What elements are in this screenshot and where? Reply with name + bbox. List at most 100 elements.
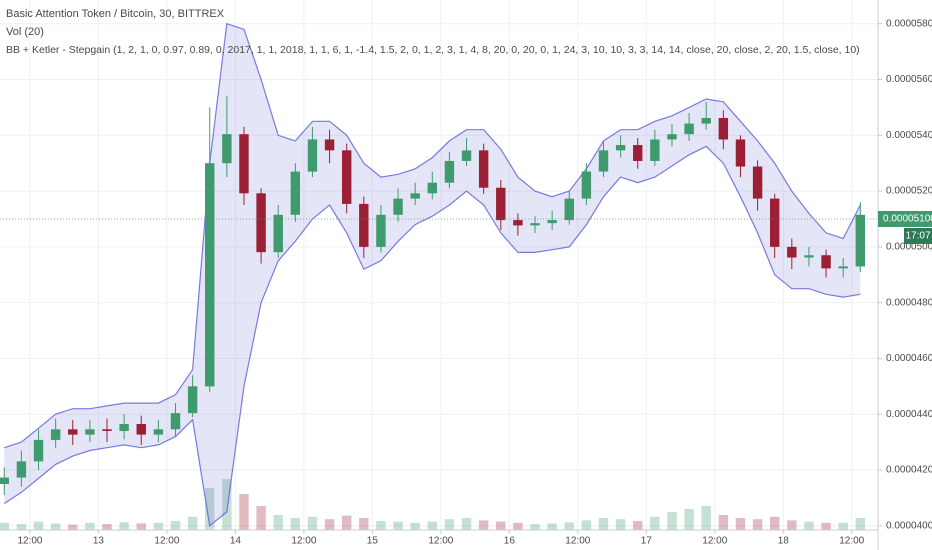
- candle-body: [376, 214, 386, 247]
- volume-bar: [16, 524, 27, 530]
- volume-bar: [564, 522, 574, 530]
- volume-bar: [478, 520, 489, 530]
- candle-body: [136, 424, 146, 435]
- x-tick-label: 13: [93, 536, 105, 547]
- y-tick-label: 0.00005800: [886, 18, 932, 29]
- chart-title: Basic Attention Token / Bitcoin, 30, BIT…: [6, 8, 225, 20]
- volume-bar: [136, 523, 146, 530]
- candle-body: [444, 160, 455, 183]
- candle-body: [701, 117, 711, 124]
- x-tick-label: 12:00: [839, 536, 864, 547]
- volume-bar: [718, 515, 729, 530]
- candle-body: [85, 429, 95, 435]
- volume-bar: [153, 522, 164, 530]
- candle-body: [564, 198, 574, 221]
- band-lower: [3, 145, 861, 527]
- candle-body: [650, 139, 660, 161]
- candle-body: [718, 117, 729, 140]
- band-upper: [4, 22, 861, 449]
- volume-bar: [0, 522, 9, 530]
- countdown-box: [904, 227, 932, 244]
- volume-bar: [735, 518, 746, 530]
- candle-body: [838, 266, 848, 269]
- candle-body: [68, 429, 78, 435]
- volume-bar: [273, 515, 283, 530]
- candle-body: [752, 166, 763, 199]
- candle-body: [787, 246, 797, 258]
- x-tick-label: 14: [230, 536, 242, 547]
- volume-bar: [804, 521, 814, 530]
- volume-bar: [427, 521, 438, 530]
- volume-bar: [547, 523, 557, 530]
- x-tick-label: 12:00: [702, 536, 727, 547]
- candle-body: [33, 439, 44, 462]
- volume-bar: [855, 518, 866, 530]
- candle-body: [513, 220, 523, 226]
- volume-bar: [598, 518, 609, 530]
- countdown-label: 17:07: [905, 231, 930, 242]
- volume-bar: [461, 518, 472, 530]
- volume-bar: [205, 488, 215, 530]
- volume-bar: [701, 506, 711, 530]
- x-tick-label: 17: [641, 536, 653, 547]
- volume-bar: [50, 523, 61, 530]
- x-tick-label: 12:00: [428, 536, 453, 547]
- volume-bar: [222, 479, 232, 530]
- candle-body: [633, 145, 643, 161]
- candle-body: [153, 429, 164, 435]
- volume-label: Vol (20): [6, 26, 44, 38]
- candle-body: [478, 150, 489, 188]
- candle-body: [0, 477, 9, 484]
- volume-bar: [496, 521, 506, 530]
- x-tick-label: 18: [778, 536, 790, 547]
- volume-bar: [85, 522, 95, 530]
- candle-body: [50, 429, 61, 440]
- candle-body: [598, 150, 609, 172]
- volume-bar: [410, 522, 420, 530]
- candle-body: [769, 198, 780, 247]
- candle-body: [205, 163, 215, 387]
- volume-bar: [239, 494, 249, 530]
- x-tick-label: 12:00: [565, 536, 590, 547]
- candle-body: [684, 123, 694, 135]
- volume-layer: [0, 479, 866, 530]
- candle-body: [547, 220, 557, 224]
- x-tick-label: 16: [504, 536, 516, 547]
- candle-body: [239, 134, 249, 194]
- candle-body: [273, 214, 283, 253]
- candle-body: [222, 134, 232, 164]
- volume-bar: [787, 520, 797, 530]
- candle-body: [804, 255, 814, 258]
- band-layer: [3, 22, 861, 527]
- candle-body: [393, 198, 403, 215]
- volume-bar: [581, 520, 592, 530]
- candle-body: [119, 424, 129, 431]
- candle-body: [667, 134, 677, 140]
- candle-layer: [0, 96, 866, 496]
- volume-bar: [376, 521, 386, 530]
- candle-body: [496, 187, 506, 221]
- last-price-box: [878, 210, 932, 227]
- volume-bar: [393, 521, 403, 530]
- candle-body: [290, 171, 301, 215]
- volume-bar: [513, 522, 523, 530]
- candle-body: [581, 171, 592, 199]
- volume-bar: [102, 524, 112, 530]
- volume-bar: [769, 516, 780, 530]
- volume-bar: [290, 518, 301, 530]
- volume-bar: [307, 516, 318, 530]
- candle-body: [187, 386, 198, 414]
- grid-layer: [0, 0, 878, 530]
- candle-body: [307, 139, 318, 172]
- volume-bar: [341, 515, 352, 530]
